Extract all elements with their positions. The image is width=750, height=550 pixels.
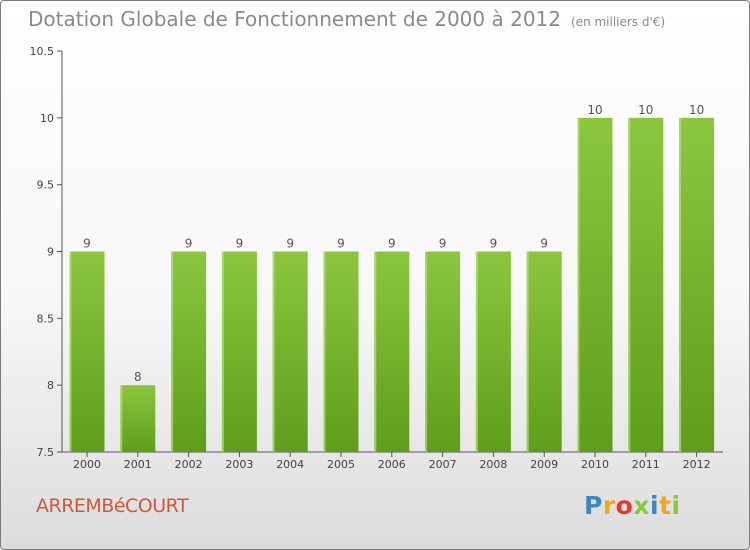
logo-letter: P — [584, 491, 603, 520]
x-tick-label-2001: 2001 — [124, 458, 152, 471]
chart-title-text: Dotation Globale de Fonctionnement de 20… — [28, 7, 561, 31]
data-label-2005: 9 — [337, 237, 345, 251]
bar-2003 — [221, 251, 257, 452]
data-label-2008: 9 — [490, 237, 498, 251]
x-tick-label-2004: 2004 — [276, 458, 304, 471]
bar-2006 — [374, 251, 410, 452]
bar-2010 — [577, 117, 613, 452]
y-tick-label: 7.5 — [37, 446, 55, 459]
y-tick-label: 8 — [47, 379, 54, 392]
bar-2009 — [526, 251, 562, 452]
bar-highlight — [69, 251, 72, 452]
x-tick-label-2012: 2012 — [683, 458, 711, 471]
data-labels: 9 8 9 9 9 9 9 9 9 9 10 10 10 — [83, 103, 704, 384]
bar-2007 — [425, 251, 461, 452]
x-tick-label-2008: 2008 — [479, 458, 507, 471]
proxiti-logo: Proxiti — [584, 491, 681, 520]
x-tick-label-2009: 2009 — [530, 458, 558, 471]
bar-2008 — [475, 251, 511, 452]
bar-highlight — [171, 251, 174, 452]
bar-highlight — [628, 117, 631, 452]
x-tick-label-2002: 2002 — [175, 458, 203, 471]
bar-highlight — [475, 251, 478, 452]
data-label-2006: 9 — [388, 237, 396, 251]
data-label-2012: 10 — [689, 103, 704, 117]
bar-2011 — [628, 117, 664, 452]
x-tick-label-2011: 2011 — [632, 458, 660, 471]
data-label-2009: 9 — [540, 237, 548, 251]
chart-unit: (en milliers d'€) — [571, 15, 666, 29]
bar-2000 — [69, 251, 105, 452]
bar-highlight — [323, 251, 326, 452]
y-tick-label: 10 — [40, 112, 54, 125]
logo-letter: x — [633, 491, 650, 520]
data-label-2007: 9 — [439, 237, 447, 251]
bar-highlight — [272, 251, 275, 452]
x-axis: 2000 2001 2002 2003 2004 2005 2006 2007 2008 2009… — [62, 451, 723, 471]
bar-2002 — [171, 251, 207, 452]
bar-highlight — [374, 251, 377, 452]
bar-2012 — [679, 117, 715, 452]
x-tick-label-2003: 2003 — [225, 458, 253, 471]
bar-2005 — [323, 251, 359, 452]
x-tick-label-2005: 2005 — [327, 458, 355, 471]
data-label-2010: 10 — [587, 103, 602, 117]
y-axis: 7.5 8 8.5 9 9.5 10 10.5 — [30, 45, 63, 459]
x-tick-label-2010: 2010 — [581, 458, 609, 471]
chart-title: Dotation Globale de Fonctionnement de 20… — [28, 7, 665, 31]
y-tick-label: 9.5 — [37, 179, 55, 192]
bar-highlight — [679, 117, 682, 452]
logo-letter: o — [615, 491, 634, 520]
y-tick-label: 8.5 — [37, 312, 55, 325]
bar-highlight — [120, 385, 123, 452]
data-label-2001: 8 — [134, 370, 142, 384]
town-name: ARREMBéCOURT — [36, 495, 189, 517]
y-tick-label: 10.5 — [30, 45, 55, 58]
x-tick-label-2000: 2000 — [73, 458, 101, 471]
data-label-2011: 10 — [638, 103, 653, 117]
bar-highlight — [425, 251, 428, 452]
data-label-2002: 9 — [185, 237, 193, 251]
y-tick-label: 9 — [47, 246, 54, 259]
bar-2004 — [272, 251, 308, 452]
bar-series — [69, 117, 715, 452]
logo-letter: t — [659, 491, 672, 520]
x-tick-label-2007: 2007 — [429, 458, 457, 471]
logo-letter: r — [602, 491, 616, 520]
bar-highlight — [221, 251, 224, 452]
data-label-2004: 9 — [286, 237, 294, 251]
bar-highlight — [526, 251, 529, 452]
bar-2001 — [120, 385, 156, 452]
logo-letter: i — [671, 491, 681, 520]
data-label-2003: 9 — [236, 237, 244, 251]
bar-highlight — [577, 117, 580, 452]
logo-letter: i — [650, 491, 660, 520]
x-tick-label-2006: 2006 — [378, 458, 406, 471]
data-label-2000: 9 — [83, 237, 91, 251]
